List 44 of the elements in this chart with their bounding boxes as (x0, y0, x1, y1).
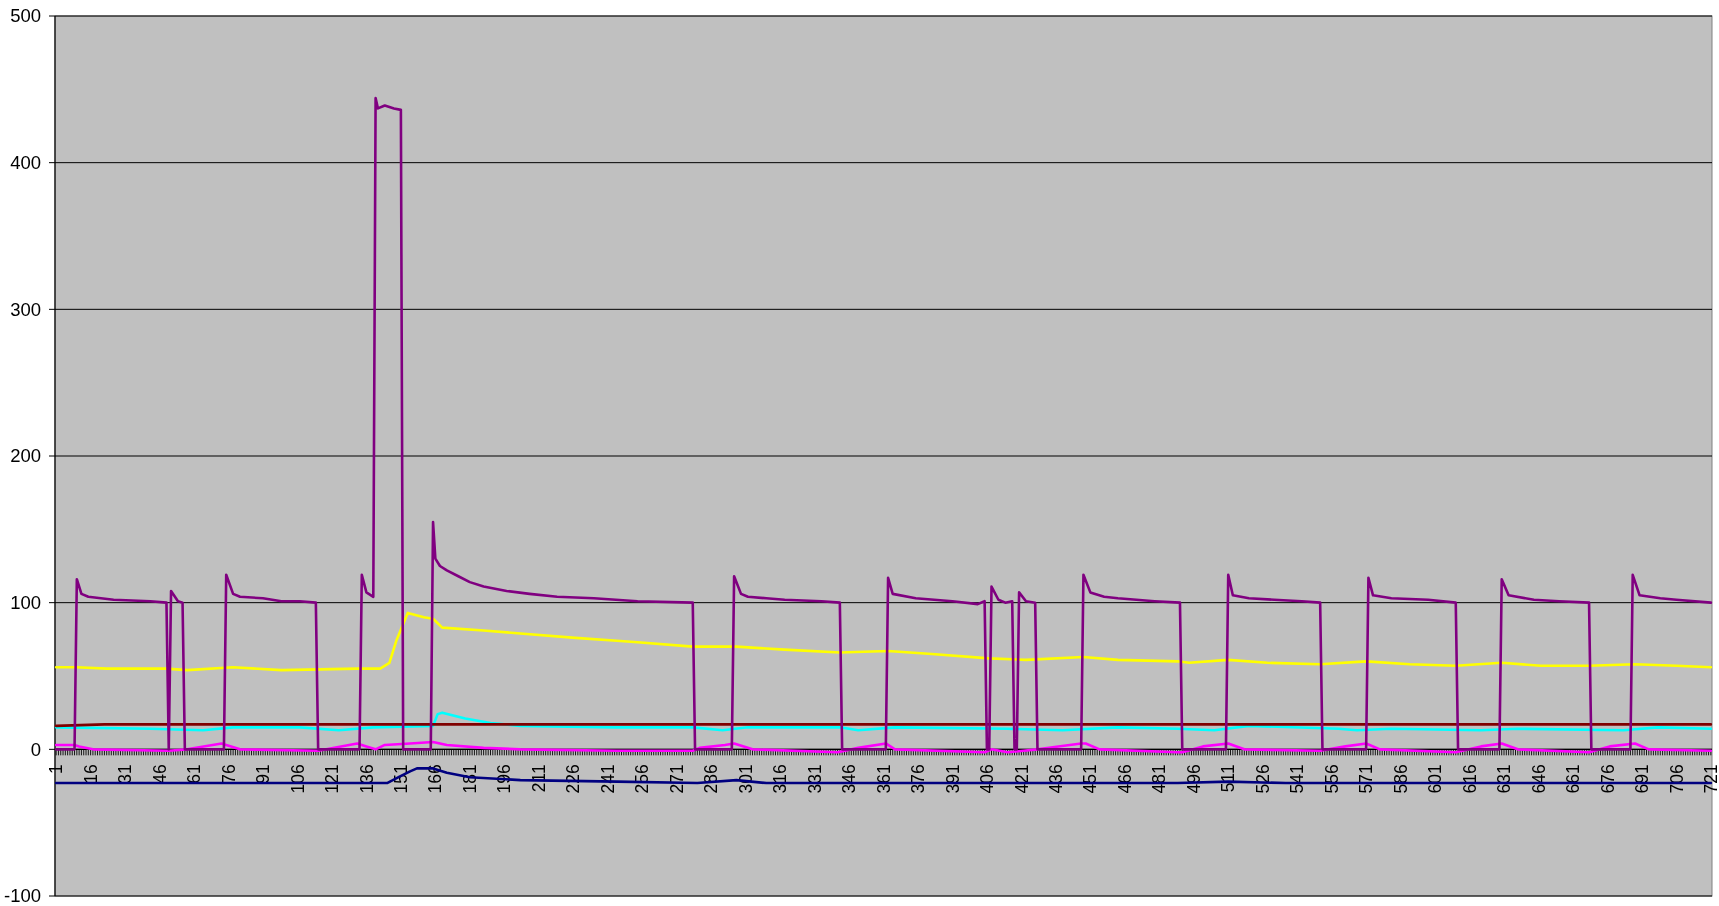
x-tick-label: 331 (804, 764, 825, 794)
x-tick-label: 556 (1321, 764, 1342, 794)
x-tick-label: 196 (494, 764, 515, 794)
x-tick-label: 616 (1459, 764, 1480, 794)
y-tick-label: 0 (30, 738, 41, 760)
x-tick-label: 46 (149, 764, 170, 784)
x-tick-label: 571 (1356, 764, 1377, 794)
x-tick-label: 496 (1183, 764, 1204, 794)
x-tick-label: 316 (770, 764, 791, 794)
x-tick-label: 721 (1700, 764, 1719, 794)
line-series (54, 711, 1713, 732)
x-tick-label: 16 (80, 764, 101, 784)
y-tick-label: 400 (10, 152, 41, 174)
y-tick-label: 200 (10, 445, 41, 467)
y-tick-label: 500 (10, 5, 41, 27)
x-tick-label: 136 (356, 764, 377, 794)
y-tick-label: 100 (10, 592, 41, 614)
x-tick-label: 526 (1252, 764, 1273, 794)
x-tick-label: 436 (1045, 764, 1066, 794)
x-tick-label: 421 (1011, 764, 1032, 794)
y-tick-label: -100 (3, 885, 41, 906)
x-tick-label: 361 (873, 764, 894, 794)
x-tick-label: 451 (1080, 764, 1101, 794)
x-tick-label: 391 (942, 764, 963, 794)
x-tick-label: 121 (322, 764, 343, 794)
x-tick-label: 646 (1528, 764, 1549, 794)
x-tick-label: 1 (46, 764, 67, 775)
line-series (54, 611, 1713, 672)
x-tick-label: 691 (1632, 764, 1653, 794)
x-tick-label: 661 (1563, 764, 1584, 794)
x-tick-label: 511 (1218, 764, 1239, 793)
x-tick-label: 76 (218, 764, 239, 784)
x-tick-label: 631 (1494, 764, 1515, 794)
x-tick-label: 676 (1597, 764, 1618, 794)
x-tick-label: 271 (666, 764, 687, 794)
x-tick-label: 586 (1390, 764, 1411, 794)
x-tick-label: 466 (1114, 764, 1135, 794)
x-tick-label: 211 (528, 764, 549, 793)
x-tick-label: 541 (1287, 764, 1308, 794)
x-tick-label: 376 (908, 764, 929, 794)
x-tick-label: 241 (597, 764, 618, 794)
x-tick-label: 346 (839, 764, 860, 794)
x-tick-label: 31 (115, 764, 136, 784)
y-tick-label: 300 (10, 298, 41, 320)
